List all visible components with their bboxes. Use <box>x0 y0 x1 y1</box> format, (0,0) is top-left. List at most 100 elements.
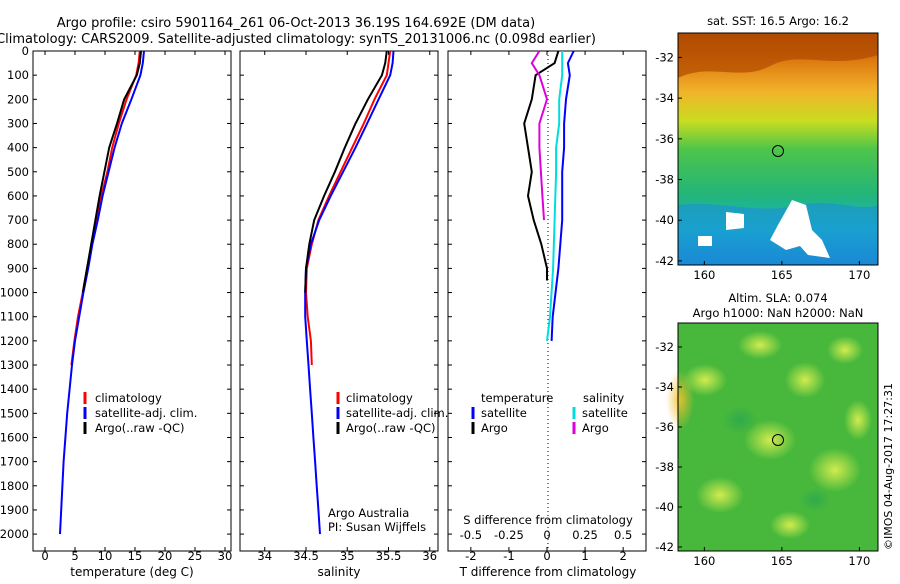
x-tick-label: 30 <box>218 549 233 563</box>
y-tick-label: 1300 <box>0 358 29 372</box>
sst-map: sat. SST: 16.5 Argo: 16.2 160 165 170 -32 -3… <box>655 14 879 282</box>
s-tick-label: 0 <box>543 528 550 542</box>
legend-label-climatology: climatology <box>95 391 162 405</box>
temperature-x-axis: 0 5 10 15 20 25 30 <box>41 51 232 563</box>
series-line-temperature-satellite <box>550 50 575 341</box>
difference-x-axis: -2 -1 0 1 2 -0.5 -0.25 0 0.25 0.5 <box>460 51 632 563</box>
x-tick-label: 35 <box>340 549 355 563</box>
sla-low-blob <box>722 406 758 434</box>
legend-title-salinity: salinity <box>583 391 624 405</box>
salinity-plot-frame <box>239 50 439 552</box>
sla-blob <box>738 331 782 359</box>
legend-label-temp-satellite: satellite <box>481 406 527 420</box>
x-tick-label: 35.5 <box>376 549 402 563</box>
x-tick-label: 36 <box>422 549 437 563</box>
x-tick-label: 10 <box>98 549 113 563</box>
x-tick-label: 0 <box>41 549 48 563</box>
sla-blob <box>785 362 825 398</box>
s-tick-label: -0.5 <box>460 528 482 542</box>
sla-blob <box>696 477 744 513</box>
x-tick-label: 20 <box>158 549 173 563</box>
temperature-x-label: temperature (deg C) <box>70 565 193 579</box>
difference-panel: -2 -1 0 1 2 -0.5 -0.25 0 0.25 0.5 S difference fr… <box>447 50 647 579</box>
temperature-panel: 0100200300400500600700800900100011001200… <box>0 44 232 579</box>
y-tick-label: 800 <box>7 237 29 251</box>
x-tick-label: 0 <box>543 549 550 563</box>
map-lat-label: -36 <box>655 132 674 146</box>
sla-blob <box>683 364 727 396</box>
temperature-legend: climatology satellite-adj. clim. Argo(..… <box>83 391 197 435</box>
y-tick-label: 1100 <box>0 310 29 324</box>
map-lon-label: 170 <box>848 268 870 282</box>
legend-label-sal-satellite: satellite <box>582 406 628 420</box>
salinity-x-label: salinity <box>317 565 360 579</box>
y-tick-label: 100 <box>7 68 29 82</box>
difference-depth-ticks <box>448 50 646 535</box>
sla-blob <box>770 511 810 539</box>
figure-title-line1: Argo profile: csiro 5901164_261 06-Oct-2… <box>57 16 535 31</box>
sst-warm-patch <box>678 33 878 78</box>
x-tick-label: 1 <box>581 549 588 563</box>
map-lat-label: -40 <box>655 500 674 514</box>
y-tick-label: 1200 <box>0 334 29 348</box>
legend-label-argo: Argo(..raw -QC) <box>346 421 436 435</box>
x-tick-label: -1 <box>503 549 514 563</box>
y-tick-label: 200 <box>7 92 29 106</box>
y-tick-label: 600 <box>7 189 29 203</box>
s-tick-label: 0.5 <box>614 528 632 542</box>
credit-line1: Argo Australia <box>328 506 409 520</box>
map-lat-label: -32 <box>655 50 674 64</box>
series-line-salinity-argo <box>530 50 549 221</box>
map-lon-label: 165 <box>771 554 793 568</box>
sst-cloud-mask <box>698 200 830 258</box>
temperature-plot-frame <box>32 50 232 552</box>
legend-label-satellite: satellite-adj. clim. <box>346 406 448 420</box>
legend-label-satellite: satellite-adj. clim. <box>95 406 197 420</box>
sla-map-title: Altim. SLA: 0.074 <box>728 291 827 305</box>
map-lat-label: -34 <box>655 91 674 105</box>
t-difference-label: T difference from climatology <box>459 565 637 579</box>
y-tick-label: 1600 <box>0 430 29 444</box>
y-tick-label: 1900 <box>0 503 29 517</box>
y-tick-label: 1400 <box>0 382 29 396</box>
y-tick-label: 1500 <box>0 406 29 420</box>
map-lat-label: -38 <box>655 460 674 474</box>
y-tick-label: 400 <box>7 141 29 155</box>
legend-label-climatology: climatology <box>346 391 413 405</box>
legend-label-argo: Argo(..raw -QC) <box>95 421 185 435</box>
sla-low-blob <box>799 488 831 512</box>
salinity-panel: 34 34.5 35 35.5 36 salinity climatology sate… <box>239 50 448 579</box>
map-lon-label: 160 <box>693 554 715 568</box>
profile-location-marker-sla <box>772 434 784 446</box>
difference-plot-frame <box>447 50 647 552</box>
s-tick-label: 0.25 <box>572 528 598 542</box>
salinity-profile-lines <box>304 50 395 535</box>
sla-map-title2: Argo h1000: NaN h2000: NaN <box>693 306 864 320</box>
map-lat-label: -38 <box>655 173 674 187</box>
y-tick-label: 1800 <box>0 479 29 493</box>
sla-blob <box>844 400 872 440</box>
y-tick-label: 900 <box>7 261 29 275</box>
sst-map-title: sat. SST: 16.5 Argo: 16.2 <box>707 14 849 28</box>
y-tick-label: 1700 <box>0 455 29 469</box>
map-lon-label: 170 <box>848 554 870 568</box>
sla-map-axes: 160 165 170 -32 -34 -36 -38 -40 -42 <box>655 340 870 568</box>
profile-location-marker <box>772 145 784 157</box>
map-lon-label: 160 <box>693 268 715 282</box>
depth-axis: 0 100 200 300 400 500 600 700 800 900 1000 1100 1200… <box>0 44 231 541</box>
series-line-climatology <box>304 50 392 366</box>
s-difference-label: S difference from climatology <box>463 513 633 527</box>
s-tick-label: -0.25 <box>494 528 524 542</box>
temperature-profile-lines <box>59 50 145 535</box>
map-lat-label: -36 <box>655 420 674 434</box>
map-lat-label: -34 <box>655 380 674 394</box>
sst-map-frame <box>677 32 879 266</box>
x-tick-label: 34 <box>257 549 272 563</box>
figure-title-line2: Climatology: CARS2009. Satellite-adjuste… <box>0 32 596 47</box>
x-tick-label: 25 <box>188 549 203 563</box>
y-tick-label: 700 <box>7 213 29 227</box>
legend-title-temperature: temperature <box>481 391 553 405</box>
y-tick-label: 0 <box>22 44 29 58</box>
